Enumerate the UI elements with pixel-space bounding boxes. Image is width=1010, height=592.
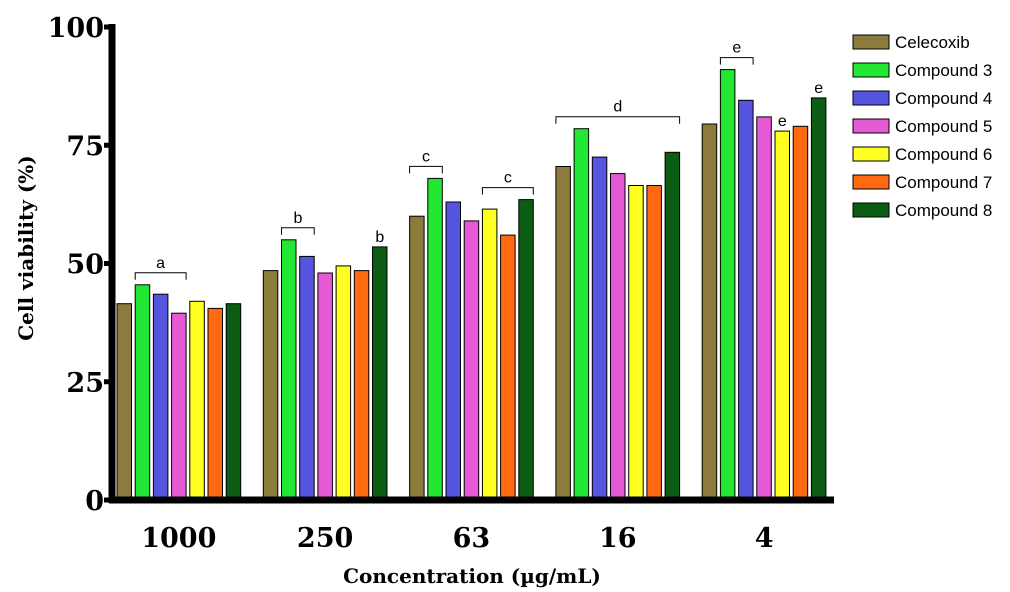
significance-bracket-d-5 [555,116,681,124]
legend-label-compound-6: Compound 6 [895,145,992,164]
bar-compound-4-16 [591,156,608,501]
bar-compound-6-1000 [189,300,205,501]
bar-compound-5-63 [463,220,480,501]
x-ticks: 1000 250 63 16 4 [141,523,773,554]
y-tick-label-100: 100 [48,13,104,44]
bar-compound-8-250 [372,246,388,501]
bar-celecoxib-4 [701,123,718,501]
bar-compound-8-16 [664,151,681,501]
bar-compound-7-1000 [207,307,223,501]
legend-swatch-compound-7 [852,174,890,190]
bar-celecoxib-63 [409,215,425,501]
legend-label-compound-5: Compound 5 [895,117,992,136]
significance-label-e-8: e [814,80,823,97]
significance-bracket-e-6 [719,57,754,65]
legend-label-compound-7: Compound 7 [895,173,992,192]
bar-compound-3-250 [281,239,297,501]
legend-swatch-compound-8 [852,202,890,218]
legend-label-celecoxib: Celecoxib [895,33,970,52]
x-tick-label-16: 16 [599,523,637,554]
bar-compound-4-1000 [152,293,169,501]
bar-compound-5-4 [756,116,772,501]
bar-celecoxib-1000 [116,303,132,501]
y-tick-label-0: 0 [85,486,104,517]
bar-compound-5-250 [317,272,333,501]
legend-label-compound-8: Compound 8 [895,201,992,220]
y-tick-label-25: 25 [66,368,104,399]
significance-label-d-5: d [613,99,622,116]
x-axis-title: Concentration (µg/mL) [343,564,601,588]
significance-label-b-1: b [293,210,302,227]
legend-swatch-celecoxib [852,34,890,50]
legend-label-compound-4: Compound 4 [895,89,992,108]
legend: Celecoxib Compound 3 Compound 4 Compound 5 C… [852,33,992,220]
bar-compound-7-250 [353,270,370,501]
x-tick-label-250: 250 [297,523,353,554]
significance-bracket-b-1 [281,227,315,235]
legend-swatch-compound-4 [852,90,890,106]
significance-label-b-2: b [375,229,384,246]
significance-label-e-6: e [732,40,741,57]
bar-compound-8-4 [810,97,827,501]
bar-compound-6-63 [481,208,498,501]
y-tick-label-50: 50 [66,250,104,281]
bar-compound-7-16 [646,185,662,501]
bar-compound-7-63 [500,234,516,501]
bar-compound-6-250 [335,265,352,501]
bar-compound-3-4 [719,69,736,501]
bar-compound-7-4 [792,125,809,501]
bar-compound-4-250 [299,255,315,501]
bar-compound-4-4 [738,99,754,501]
bar-compound-8-1000 [225,303,242,501]
significance-label-a-0: a [156,255,165,272]
significance-bracket-c-4 [481,187,534,195]
legend-swatch-compound-6 [852,146,890,162]
bar-compound-8-63 [518,199,534,501]
bar-compound-6-4 [774,130,790,501]
bar-celecoxib-250 [262,270,279,501]
legend-swatch-compound-3 [852,62,890,78]
bar-celecoxib-16 [555,166,571,501]
significance-bracket-a-0 [134,272,187,280]
bar-compound-3-1000 [134,284,151,501]
significance-label-c-3: c [422,148,430,165]
significance-label-c-4: c [504,170,512,187]
legend-label-compound-3: Compound 3 [895,61,992,80]
bar-compound-6-16 [628,185,644,501]
y-axis-title: Cell viability (%) [14,155,38,341]
bar-compound-3-16 [573,128,590,501]
y-ticks: 0 25 50 75 100 [48,13,112,517]
bars-layer [116,69,827,501]
legend-swatch-compound-5 [852,118,890,134]
significance-bracket-c-3 [409,165,443,174]
x-tick-label-63: 63 [453,523,491,554]
bar-compound-3-63 [427,177,443,501]
x-tick-label-4: 4 [755,523,774,554]
bar-compound-4-63 [445,201,461,501]
annotations-layer: a b b c c d e e e [134,40,823,280]
bar-compound-5-16 [610,173,626,501]
significance-label-e-7: e [778,113,787,130]
x-tick-label-1000: 1000 [141,523,216,554]
bar-compound-5-1000 [171,312,187,501]
y-tick-label-75: 75 [66,131,104,162]
